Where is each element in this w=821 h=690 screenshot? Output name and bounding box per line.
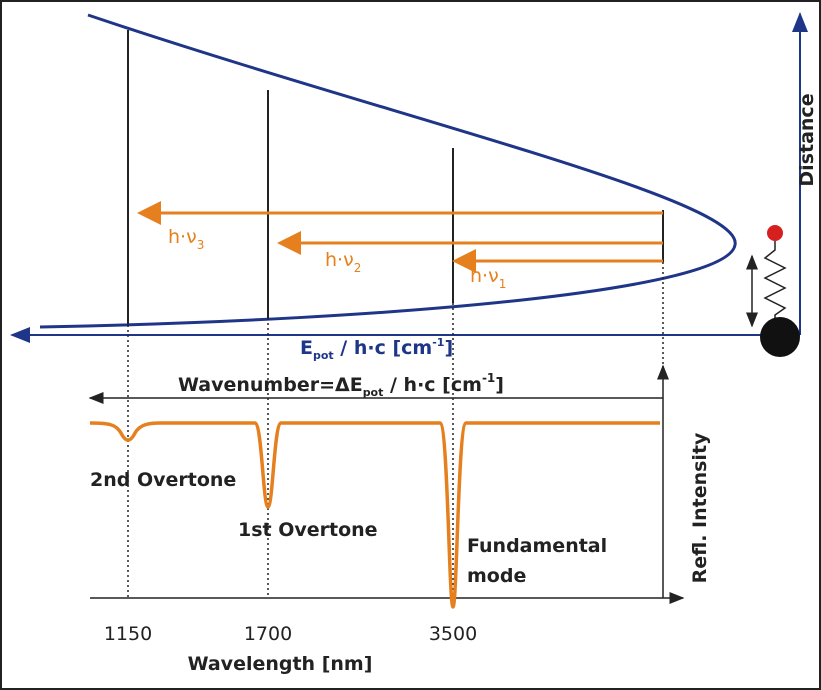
band-label: Fundamental <box>467 535 607 557</box>
wavenumber-title: Wavenumber=ΔEpot / h·c [cm-1] <box>178 371 504 399</box>
levels <box>128 30 663 325</box>
tick-label: 1150 <box>104 623 152 645</box>
potential-curve <box>40 15 735 327</box>
transition-label: h·ν2 <box>325 249 361 275</box>
band-label: 1st Overtone <box>238 519 378 541</box>
transition-arrows <box>140 213 663 261</box>
spectrum: Wavenumber=ΔEpot / h·c [cm-1] 2nd Overto… <box>90 366 711 675</box>
tick-label: 3500 <box>429 623 477 645</box>
intensity-label: Refl. Intensity <box>689 432 711 583</box>
wavelength-label: Wavelength [nm] <box>188 653 373 675</box>
distance-label: Distance <box>796 93 818 186</box>
spectrum-curve <box>90 423 660 607</box>
spring <box>765 241 785 322</box>
tick-label: 1700 <box>244 623 292 645</box>
transition-label: h·ν1 <box>470 265 506 291</box>
band-label: 2nd Overtone <box>90 469 236 491</box>
energy-diagram: h·ν3 h·ν2 h·ν1 Distance Epot / h·c [cm-1… <box>12 14 818 362</box>
transition-label: h·ν3 <box>168 226 204 252</box>
band-label: mode <box>467 565 526 587</box>
diagram: h·ν3 h·ν2 h·ν1 Distance Epot / h·c [cm-1… <box>0 0 821 690</box>
energy-axis-label: Epot / h·c [cm-1] <box>300 336 453 362</box>
atom <box>767 225 783 241</box>
atom <box>760 317 800 357</box>
